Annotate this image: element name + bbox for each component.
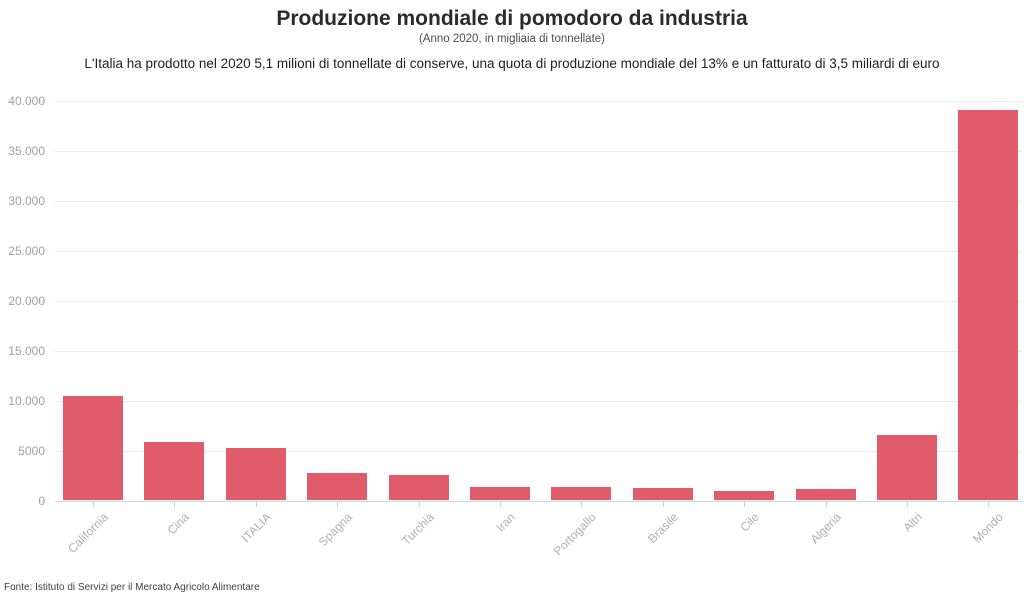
x-tick-cina <box>174 502 176 507</box>
gridline-20000 <box>55 301 1022 302</box>
chart-description: L'Italia ha prodotto nel 2020 5,1 milion… <box>84 56 940 71</box>
x-label-turchia: Turchia <box>398 510 437 548</box>
y-tick-label-15000: 15.000 <box>8 344 45 358</box>
bar-california <box>63 396 123 500</box>
x-tick-brasile <box>662 502 664 507</box>
x-tick-mondo <box>988 502 990 507</box>
gridline-25000 <box>55 251 1022 252</box>
x-tick-portogallo <box>581 502 583 507</box>
x-label-algeria: Algeria <box>807 510 844 547</box>
gridline-15000 <box>55 351 1022 352</box>
bar-italia <box>225 448 286 500</box>
x-label-brasile: Brasile <box>644 510 681 546</box>
bar-altri <box>877 435 937 500</box>
chart-subtitle: (Anno 2020, in migliaia di tonnellate) <box>418 33 606 45</box>
x-tick-iran <box>500 502 501 507</box>
x-tick-italia <box>255 502 257 507</box>
bar-brasile <box>632 488 693 500</box>
x-tick-turchia <box>418 502 420 507</box>
y-tick-label-10000: 10.000 <box>8 394 45 408</box>
bar-cina <box>144 441 205 500</box>
chart-title: Produzione mondiale di pomodoro da indus… <box>276 7 748 30</box>
x-label-iran: Iran <box>493 510 518 535</box>
gridline-40000 <box>55 101 1022 102</box>
bar-spagna <box>307 472 368 500</box>
bar-algeria <box>795 489 856 500</box>
x-tick-california <box>93 502 94 507</box>
x-label-cile: Cile <box>737 510 763 535</box>
x-tick-altri <box>907 502 908 507</box>
bar-cile <box>714 490 775 500</box>
bar-turchia <box>388 474 449 500</box>
bar-mondo <box>958 110 1019 500</box>
gridline-35000 <box>55 151 1022 152</box>
gridline-0 <box>55 501 1022 502</box>
x-tick-cile <box>744 502 746 507</box>
y-tick-label-0: 0 <box>38 494 45 508</box>
y-tick-label-35000: 35.000 <box>8 144 45 158</box>
y-tick-label-20000: 20.000 <box>8 294 45 308</box>
plot-area: California Cina ITALIA Spagna Turchia Iran Por… <box>55 101 1022 558</box>
source-note: Fonte: Istituto di Servizi per il Mercat… <box>4 582 260 593</box>
gridline-30000 <box>55 201 1022 202</box>
y-tick-label-5000: 5000 <box>18 444 45 458</box>
bar-iran <box>470 486 530 500</box>
y-tick-label-30000: 30.000 <box>8 194 45 208</box>
x-label-altri: Altri <box>900 510 925 535</box>
x-label-portogallo: Portogallo <box>551 510 600 559</box>
gridline-5000 <box>55 451 1022 452</box>
y-tick-label-40000: 40.000 <box>8 94 45 108</box>
gridline-10000 <box>55 401 1022 402</box>
bar-portogallo <box>551 487 612 500</box>
x-tick-algeria <box>825 502 827 507</box>
y-tick-label-25000: 25.000 <box>8 244 45 258</box>
x-label-spagna: Spagna <box>315 510 356 550</box>
x-label-mondo: Mondo <box>970 510 1007 546</box>
y-axis-labels: 0 5000 10.000 15.000 20.000 25.000 30.000 35.00… <box>0 94 45 508</box>
x-tick-spagna <box>337 502 339 507</box>
